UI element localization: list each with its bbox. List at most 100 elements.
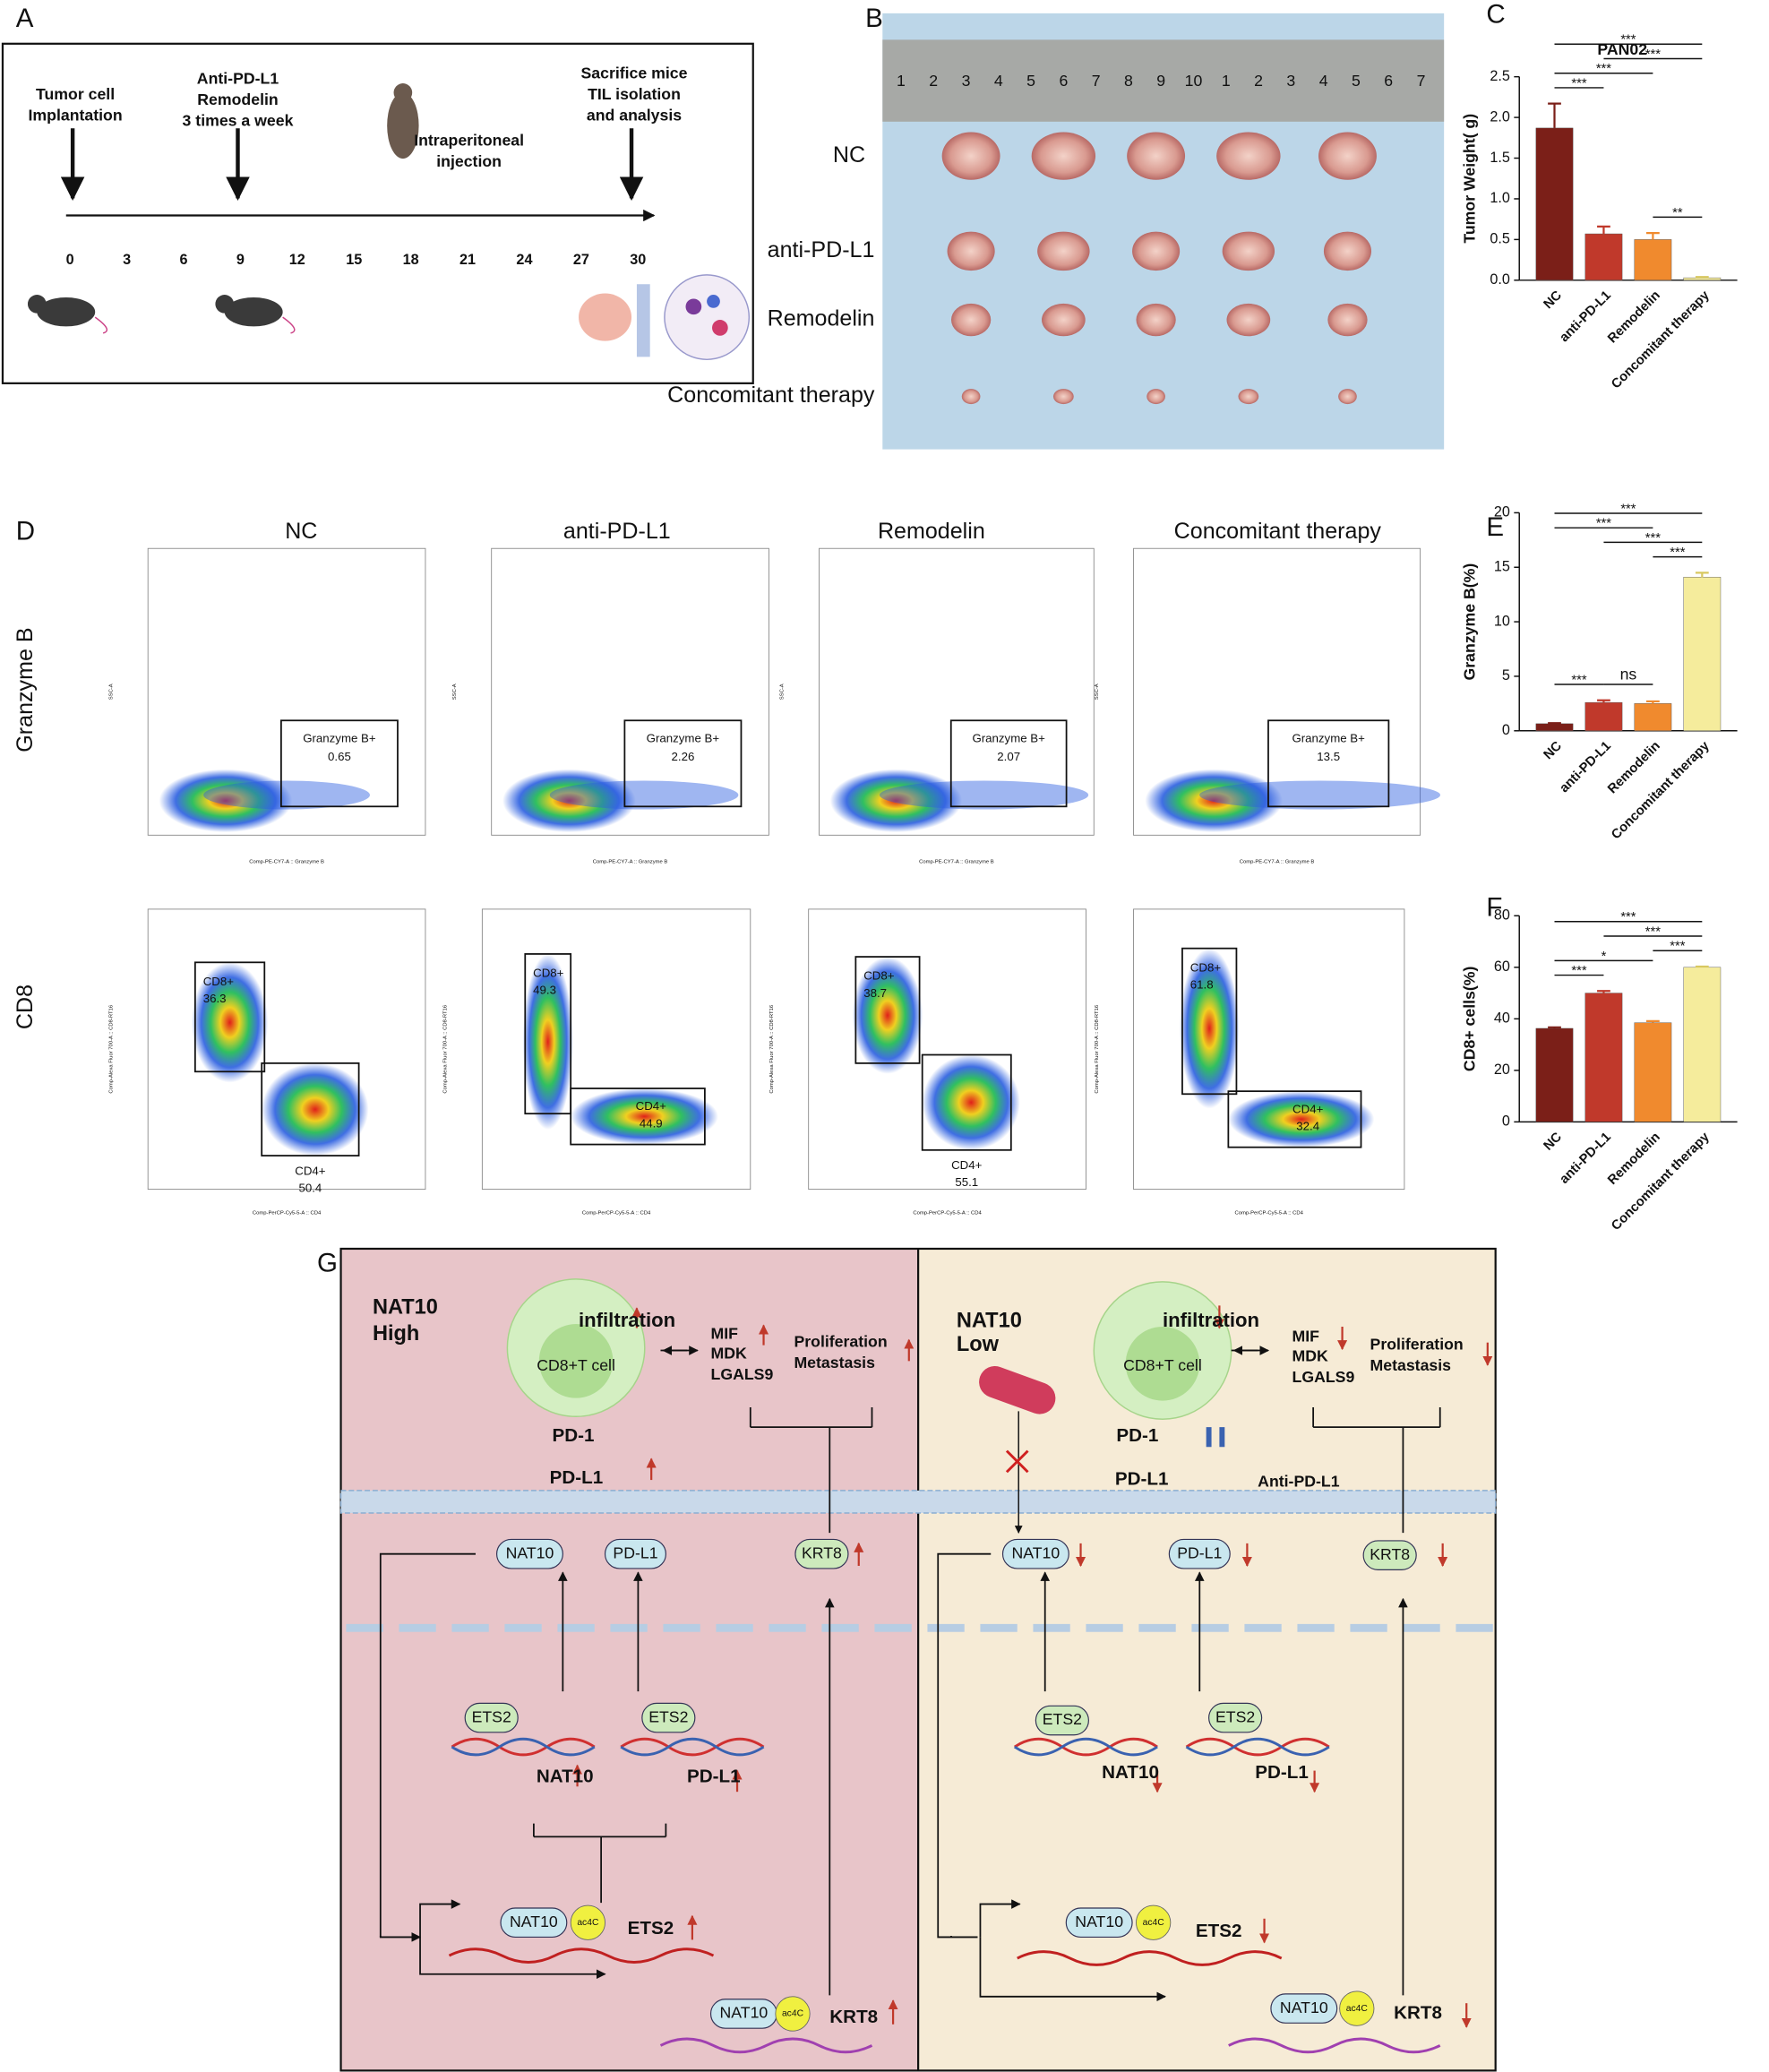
tumor bbox=[1327, 303, 1368, 337]
day-label: 24 bbox=[516, 252, 532, 268]
day-label: 30 bbox=[630, 252, 646, 268]
column-title: Remodelin bbox=[878, 519, 985, 544]
diagram-text: PD-L1 bbox=[550, 1467, 604, 1488]
diagram-text: NAT10 bbox=[720, 2004, 769, 2022]
diagram-text: NAT10 bbox=[1012, 1543, 1061, 1561]
gate-label: CD8+ bbox=[533, 967, 564, 980]
gate-label: CD4+ bbox=[1292, 1102, 1324, 1115]
gate-value: 2.07 bbox=[997, 750, 1020, 763]
protein bbox=[1065, 1907, 1133, 1939]
protein bbox=[794, 1538, 849, 1569]
gate-value: 0.65 bbox=[328, 750, 351, 763]
tumor bbox=[1222, 231, 1275, 271]
pathway-arrows bbox=[379, 1346, 1441, 2002]
error-bar bbox=[1695, 572, 1709, 578]
ruler-number: 1 bbox=[897, 72, 906, 90]
tumor bbox=[961, 389, 981, 405]
y-tick-label: 0.0 bbox=[1490, 271, 1510, 288]
ruler-number: 8 bbox=[1124, 72, 1133, 90]
panel-label: E bbox=[1486, 512, 1504, 542]
gate-label: CD4+ bbox=[295, 1164, 326, 1177]
significance-label: *** bbox=[1620, 33, 1636, 47]
significance-label: *** bbox=[1645, 531, 1661, 546]
diagram-text: LGALS9 bbox=[711, 1365, 774, 1383]
significance-label: *** bbox=[1645, 924, 1661, 939]
ruler-number: 9 bbox=[1156, 72, 1165, 90]
gate bbox=[261, 1062, 360, 1156]
density bbox=[1179, 948, 1240, 1109]
y-axis-label: CD8+ cells(%) bbox=[1460, 966, 1478, 1071]
density bbox=[1228, 1091, 1375, 1148]
gate bbox=[279, 719, 399, 808]
diagram-text: NAT10 bbox=[1075, 1913, 1123, 1930]
diagram-text: NAT10 bbox=[373, 1295, 438, 1319]
y-axis-label: SSC-A bbox=[108, 684, 114, 700]
ruler-number: 4 bbox=[994, 72, 1003, 90]
diagram-text: ac4C bbox=[1143, 1918, 1165, 1928]
tumor bbox=[1042, 303, 1086, 337]
error-bar bbox=[1646, 1019, 1660, 1023]
gate bbox=[1227, 1090, 1362, 1148]
gate-value: 38.7 bbox=[863, 986, 887, 1000]
membrane bbox=[339, 1490, 1497, 1514]
gate-label: CD4+ bbox=[951, 1158, 983, 1172]
day-label: 9 bbox=[236, 252, 245, 268]
diagram-text: NAT10 bbox=[1280, 1999, 1328, 2016]
row-label: Granzyme B bbox=[13, 627, 38, 752]
gate bbox=[921, 1053, 1012, 1151]
bar bbox=[1683, 576, 1722, 732]
bar bbox=[1584, 993, 1623, 1122]
diagram-text: ETS2 bbox=[1196, 1921, 1242, 1941]
event-text: Sacrifice mice bbox=[580, 64, 687, 82]
ac4c bbox=[775, 1996, 811, 2032]
y-tick-label: 5 bbox=[1502, 667, 1510, 684]
diagram-text: NAT10 bbox=[1102, 1762, 1159, 1783]
tumor bbox=[1338, 389, 1357, 405]
y-axis-label: SSC-A bbox=[452, 684, 458, 700]
significance-label: *** bbox=[1670, 546, 1685, 560]
diagram-text: ac4C bbox=[782, 2009, 804, 2019]
x-axis-label: Comp-PerCP-Cy5-5-A :: CD4 bbox=[253, 1211, 322, 1217]
ac4c bbox=[570, 1904, 605, 1940]
gate bbox=[1267, 719, 1390, 808]
cells bbox=[506, 1278, 1232, 1534]
gate bbox=[524, 953, 572, 1115]
diagram-text: Metastasis bbox=[794, 1354, 875, 1371]
significance-label: *** bbox=[1645, 47, 1661, 62]
protein bbox=[641, 1702, 696, 1733]
diagram-text: KRT8 bbox=[1370, 1545, 1410, 1563]
day-label: 6 bbox=[179, 252, 187, 268]
column-title: NC bbox=[285, 519, 317, 544]
bar bbox=[1634, 703, 1672, 732]
y-tick-label: 0.5 bbox=[1490, 231, 1510, 247]
diagram-text: KRT8 bbox=[829, 2007, 878, 2027]
tumor bbox=[1053, 389, 1074, 405]
y-tick-label: 40 bbox=[1494, 1010, 1510, 1027]
bar bbox=[1584, 233, 1623, 281]
gate-label: Granzyme B+ bbox=[303, 731, 376, 744]
day-label: 18 bbox=[403, 252, 419, 268]
x-axis-label: Comp-PerCP-Cy5-5-A :: CD4 bbox=[1235, 1211, 1304, 1217]
ac4c bbox=[1136, 1904, 1172, 1940]
panel-label: D bbox=[16, 516, 35, 546]
diagram-text: PD-L1 bbox=[613, 1543, 657, 1561]
diagram-text: Proliferation bbox=[794, 1332, 887, 1350]
x-axis-label: Comp-PE-CY7-A :: Granzyme B bbox=[249, 859, 324, 864]
tumor bbox=[947, 231, 995, 271]
bar bbox=[1683, 277, 1722, 281]
gate-label: Granzyme B+ bbox=[1292, 731, 1365, 744]
error-bar bbox=[1548, 722, 1561, 725]
protein bbox=[1035, 1705, 1089, 1736]
column-title: Concomitant therapy bbox=[1174, 519, 1382, 544]
y-axis-label: SSC-A bbox=[780, 684, 786, 700]
tumor bbox=[1323, 231, 1372, 271]
day-label: 12 bbox=[289, 252, 305, 268]
density bbox=[1199, 780, 1441, 810]
ruler-number: 2 bbox=[1254, 72, 1263, 90]
ruler-number: 7 bbox=[1092, 72, 1101, 90]
error-bar bbox=[1646, 700, 1660, 704]
diagram-text: PD-1 bbox=[553, 1425, 595, 1446]
ruler-number: 1 bbox=[1222, 72, 1231, 90]
ruler-number: 6 bbox=[1059, 72, 1068, 90]
